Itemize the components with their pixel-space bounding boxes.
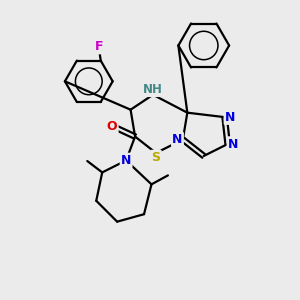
Text: F: F <box>95 40 103 53</box>
Text: O: O <box>107 120 117 133</box>
Text: N: N <box>228 137 238 151</box>
Text: S: S <box>152 151 160 164</box>
Text: N: N <box>225 111 235 124</box>
Text: NH: NH <box>143 83 163 96</box>
Text: N: N <box>172 133 183 146</box>
Text: N: N <box>121 154 131 167</box>
